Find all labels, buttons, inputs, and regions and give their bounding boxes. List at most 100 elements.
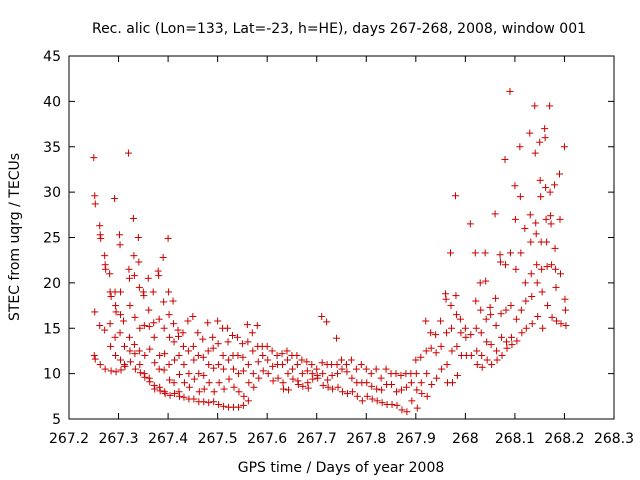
data-point — [428, 381, 436, 389]
data-point — [397, 371, 405, 379]
x-axis-ticks: 267.2 267.3 267.4 267.5 267.6 267.7 267.8 267.9… — [49, 56, 634, 447]
data-point — [135, 283, 143, 291]
data-point — [432, 331, 440, 339]
data-point — [522, 297, 530, 305]
data-point — [513, 337, 521, 345]
data-point — [170, 320, 178, 328]
data-point — [255, 374, 263, 382]
x-tick-label: 267.6 — [247, 431, 287, 447]
data-point — [382, 365, 390, 373]
data-point — [539, 324, 547, 332]
data-point — [482, 277, 490, 285]
data-point — [215, 361, 223, 369]
y-axis-ticks: 5 10 15 20 25 30 35 40 45 — [43, 49, 614, 428]
data-point — [146, 378, 154, 386]
data-point — [541, 134, 549, 142]
data-point — [388, 381, 396, 389]
data-point — [112, 302, 120, 310]
y-tick-label: 15 — [43, 321, 61, 337]
data-point — [343, 390, 351, 398]
data-point — [373, 397, 381, 405]
data-point — [562, 322, 570, 330]
data-point — [175, 351, 183, 359]
data-point — [284, 370, 292, 378]
data-point — [457, 329, 465, 337]
data-point — [238, 340, 246, 348]
data-point — [273, 351, 281, 359]
data-point — [561, 306, 569, 314]
data-point — [483, 338, 491, 346]
data-point — [323, 318, 331, 326]
data-point — [194, 351, 202, 359]
data-point — [149, 288, 157, 296]
data-point — [264, 370, 272, 378]
data-point — [477, 306, 485, 314]
data-point — [506, 87, 514, 95]
y-tick-label: 45 — [43, 49, 61, 65]
data-point — [319, 381, 327, 389]
data-point — [170, 379, 178, 387]
data-point — [453, 371, 461, 379]
data-point — [117, 366, 125, 374]
data-point — [220, 365, 228, 373]
data-point — [447, 302, 455, 310]
data-point — [448, 379, 456, 387]
data-point — [184, 317, 192, 325]
data-point — [512, 265, 520, 273]
data-point — [240, 392, 248, 400]
data-point — [517, 306, 525, 314]
data-point — [239, 401, 247, 409]
data-point — [195, 388, 203, 396]
data-point — [156, 351, 164, 359]
data-point — [553, 317, 561, 325]
data-point — [467, 331, 475, 339]
data-point — [200, 398, 208, 406]
y-tick-label: 35 — [43, 140, 61, 156]
data-point — [259, 351, 267, 359]
data-point — [150, 333, 158, 341]
data-point — [175, 371, 183, 379]
data-point — [432, 349, 440, 357]
data-point — [532, 219, 540, 227]
data-point — [116, 231, 124, 239]
data-point — [542, 215, 550, 223]
data-point — [224, 338, 232, 346]
data-point — [496, 251, 504, 259]
data-point — [546, 102, 554, 110]
data-point — [476, 279, 484, 287]
x-tick-label: 268.2 — [544, 431, 584, 447]
data-point — [151, 385, 159, 393]
data-point — [248, 329, 256, 337]
data-point — [120, 317, 127, 325]
data-point — [422, 317, 430, 325]
data-point — [111, 333, 119, 341]
data-point — [215, 379, 223, 387]
data-point — [174, 326, 182, 334]
data-point — [136, 324, 144, 332]
data-point — [313, 365, 321, 373]
data-point — [117, 356, 125, 364]
data-point — [150, 319, 158, 327]
data-point — [101, 365, 109, 373]
data-point — [134, 234, 142, 241]
data-point — [215, 400, 223, 408]
data-point — [528, 292, 536, 300]
data-point — [106, 320, 114, 328]
data-point — [146, 345, 154, 353]
data-point — [507, 333, 515, 341]
data-point — [542, 184, 550, 192]
data-point — [557, 320, 565, 328]
data-point — [552, 265, 560, 273]
data-point — [516, 193, 524, 201]
data-point — [214, 317, 222, 325]
data-point — [427, 344, 435, 352]
data-point — [472, 324, 480, 332]
data-point — [253, 322, 261, 330]
data-point — [506, 249, 514, 257]
data-point — [293, 351, 301, 359]
data-point — [527, 270, 535, 278]
data-point — [334, 383, 342, 391]
data-point — [120, 342, 128, 350]
data-point — [289, 375, 297, 383]
data-point — [229, 365, 237, 373]
